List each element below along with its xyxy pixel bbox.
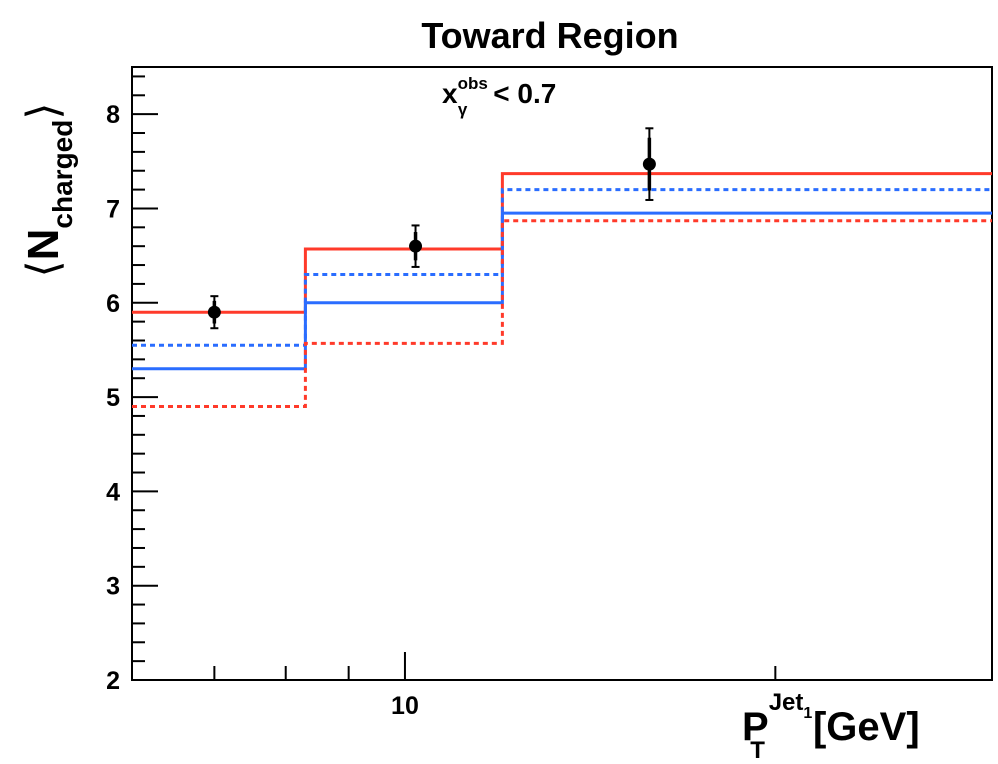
annotation-superscript: obs (458, 74, 488, 93)
y-label-base: N (19, 229, 68, 261)
y-label-close-bracket: ⟩ (19, 102, 68, 119)
annotation-symbol: x (442, 78, 458, 109)
y-tick-label: 2 (106, 667, 120, 695)
y-tick-label: 5 (106, 384, 120, 412)
y-label-open-bracket: ⟨ (19, 260, 68, 277)
x-label-base: P (742, 705, 769, 749)
annotation-cut: xobs γ < 0.7 (442, 74, 556, 119)
x-label-subscript: T (750, 737, 765, 764)
series-dashed-3 (132, 219, 992, 409)
chart-title: Toward Region (421, 15, 678, 56)
svg-text:⟨Ncharged⟩: ⟨Ncharged⟩ (19, 102, 78, 277)
tick-labels: 2 3 4 5 6 7 8 10 (106, 101, 419, 720)
series-solid-2 (132, 211, 992, 371)
y-tick-label: 7 (106, 195, 120, 223)
x-label-unit: [GeV] (813, 705, 920, 749)
axis-ticks (131, 75, 993, 681)
y-tick-label: 8 (106, 101, 120, 129)
y-label-subscript: charged (47, 120, 78, 229)
annotation-subscript: γ (458, 100, 468, 119)
series-layer (132, 172, 992, 409)
data-point (642, 157, 656, 171)
y-tick-label: 3 (106, 573, 120, 601)
y-tick-label: 4 (106, 478, 120, 506)
y-tick-label: 6 (106, 290, 120, 318)
y-axis-label: ⟨Ncharged⟩ (19, 102, 78, 277)
x-tick-label: 10 (391, 692, 419, 720)
data-points-layer (207, 127, 656, 330)
data-point (409, 239, 423, 253)
x-label-superscript-subscript: 1 (803, 705, 812, 722)
x-axis-label: PJet1 T [GeV] (742, 689, 920, 764)
series-dashed-1 (132, 188, 992, 347)
annotation-text: < 0.7 (493, 78, 556, 109)
series-solid-0 (132, 172, 992, 314)
plot-frame (131, 66, 993, 681)
data-point (207, 305, 221, 319)
x-label-superscript: Jet (769, 689, 804, 716)
